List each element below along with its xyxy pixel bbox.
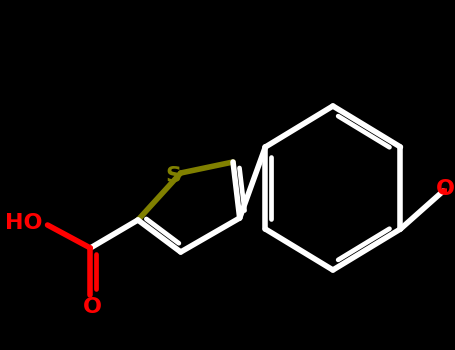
Text: S: S <box>165 166 181 186</box>
Text: HO: HO <box>5 213 43 233</box>
Text: O: O <box>435 179 455 199</box>
Text: O: O <box>83 297 102 317</box>
